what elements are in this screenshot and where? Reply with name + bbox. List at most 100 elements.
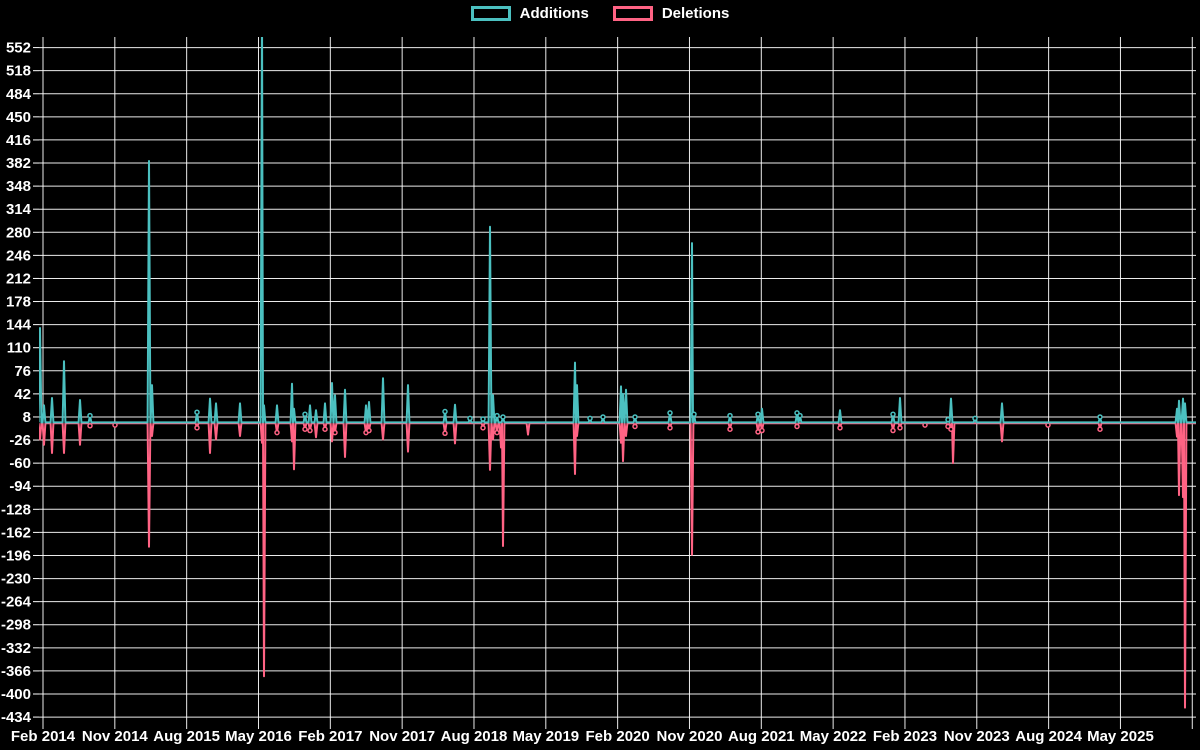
data-point[interactable] [112, 422, 118, 428]
y-tick-label: 552 [6, 40, 31, 57]
x-tick-label: Feb 2020 [586, 728, 650, 745]
data-point[interactable] [87, 412, 93, 419]
data-point[interactable] [945, 416, 951, 423]
y-tick-label: 178 [6, 294, 31, 311]
data-point[interactable] [587, 415, 593, 422]
x-tick-label: May 2019 [512, 728, 579, 745]
data-point[interactable] [87, 423, 93, 429]
x-tick-label: Aug 2015 [153, 728, 220, 745]
x-tick-label: May 2022 [800, 728, 867, 745]
data-point[interactable] [922, 422, 928, 428]
data-point[interactable] [691, 411, 697, 418]
x-tick-label: Aug 2018 [441, 728, 508, 745]
x-gridlines [42, 37, 1193, 729]
x-tick-label: May 2016 [225, 728, 292, 745]
data-point[interactable] [1097, 426, 1103, 432]
y-tick-label: 450 [6, 109, 31, 126]
legend-item-deletions[interactable]: Deletions [612, 5, 730, 22]
y-tick-label: 518 [6, 63, 31, 80]
data-point[interactable] [667, 410, 673, 416]
y-tick-label: 246 [6, 247, 31, 264]
data-point[interactable] [480, 416, 486, 422]
y-tick-label: -400 [1, 686, 31, 703]
x-tick-label: Feb 2023 [873, 728, 937, 745]
legend-swatch-deletions-icon [612, 6, 653, 21]
chart-legend: Additions Deletions [0, 6, 1200, 21]
y-tick-label: -196 [1, 547, 31, 564]
data-point[interactable] [332, 429, 338, 436]
data-point[interactable] [1045, 422, 1051, 428]
data-point[interactable] [632, 414, 638, 420]
data-point[interactable] [727, 412, 733, 419]
data-point[interactable] [194, 409, 200, 415]
data-point[interactable] [442, 408, 448, 415]
data-point[interactable] [972, 415, 978, 422]
data-point[interactable] [467, 415, 473, 422]
y-tick-label: 314 [6, 201, 32, 218]
y-tick-label: 110 [7, 340, 31, 357]
y-tick-label: 144 [6, 317, 32, 334]
data-point[interactable] [494, 412, 500, 419]
data-point[interactable] [890, 427, 896, 434]
y-tick-label: 76 [14, 363, 31, 380]
data-point[interactable] [600, 414, 606, 420]
y-tick-label: -332 [1, 640, 31, 657]
data-point[interactable] [302, 411, 308, 418]
data-point[interactable] [307, 427, 313, 434]
data-point[interactable] [837, 425, 843, 431]
data-point[interactable] [1097, 414, 1103, 420]
data-point[interactable] [890, 411, 896, 418]
data-point[interactable] [274, 429, 280, 436]
data-point[interactable] [322, 426, 328, 432]
legend-label-deletions: Deletions [661, 5, 730, 22]
y-tick-label: -26 [9, 432, 31, 449]
data-point[interactable] [480, 425, 486, 431]
y-tick-label: 8 [23, 409, 31, 426]
data-point[interactable] [794, 423, 800, 430]
data-point[interactable] [366, 427, 372, 434]
x-tick-label: Aug 2024 [1015, 728, 1082, 745]
y-tick-label: 280 [6, 224, 31, 241]
y-tick-label: -434 [1, 709, 32, 726]
y-tick-label: 484 [6, 86, 32, 103]
y-axis-ticks: 552 518 484 450 416 382 348 314 280 246 212 178 144 1… [1, 40, 39, 726]
y-tick-label: 42 [14, 386, 31, 403]
y-tick-label: 382 [6, 155, 31, 172]
x-tick-label: Nov 2014 [82, 728, 149, 745]
legend-item-additions[interactable]: Additions [470, 5, 589, 22]
x-tick-label: Feb 2014 [11, 728, 76, 745]
data-point[interactable] [442, 430, 448, 437]
y-tick-label: 416 [6, 132, 31, 149]
data-point[interactable] [494, 429, 500, 436]
y-tick-label: -162 [1, 524, 31, 541]
data-point[interactable] [632, 423, 638, 430]
x-tick-label: Nov 2017 [369, 728, 435, 745]
x-axis-labels: Feb 2014 Nov 2014 Aug 2015 May 2016 Feb 2017… [11, 728, 1154, 745]
y-tick-label: -60 [9, 455, 31, 472]
series-additions [39, 37, 1196, 424]
x-tick-label: May 2025 [1087, 728, 1154, 745]
y-tick-label: -230 [1, 571, 31, 588]
data-point[interactable] [194, 425, 200, 431]
x-tick-label: Aug 2021 [728, 728, 795, 745]
data-point[interactable] [667, 425, 673, 431]
legend-swatch-additions-icon [470, 6, 511, 21]
data-point[interactable] [727, 426, 733, 432]
data-point[interactable] [755, 411, 761, 418]
y-tick-label: -128 [1, 501, 31, 518]
y-tick-label: -94 [9, 478, 31, 495]
data-point[interactable] [759, 427, 765, 434]
y-tick-label: 212 [6, 270, 31, 287]
y-tick-label: -264 [1, 594, 32, 611]
data-point[interactable] [500, 414, 506, 420]
data-point[interactable] [302, 426, 308, 432]
legend-label-additions: Additions [519, 5, 589, 22]
data-point[interactable] [897, 425, 903, 431]
data-point[interactable] [797, 412, 803, 419]
y-tick-label: -298 [1, 617, 31, 634]
data-point[interactable] [948, 426, 954, 432]
x-tick-label: Nov 2023 [944, 728, 1010, 745]
x-tick-label: Nov 2020 [657, 728, 723, 745]
